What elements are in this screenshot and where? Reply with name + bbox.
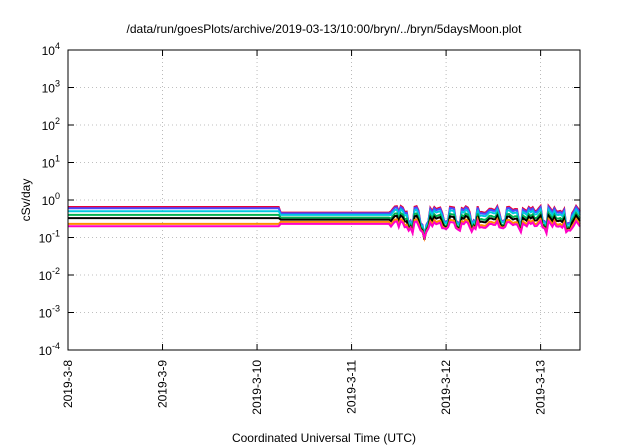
series-line [68, 210, 581, 240]
grid [68, 50, 580, 350]
x-tick-label: 2019-3-10 [250, 360, 264, 415]
x-tick-label: 2019-3-11 [345, 360, 359, 414]
y-tick-label: 10-1 [39, 229, 60, 246]
series-line [68, 215, 581, 242]
y-tick-label: 10-3 [39, 304, 60, 321]
x-tick-label: 2019-3-9 [156, 360, 170, 408]
y-tick-label: 102 [42, 116, 60, 133]
y-tick-label: 104 [42, 41, 60, 58]
ticks: 10-4 10-3 10-2 10-1 100 101 102 103 104 2019-3-8 2… [39, 41, 580, 415]
series-group [68, 203, 581, 242]
y-axis-label: cSv/day [19, 179, 33, 222]
y-tick-label: 103 [42, 79, 60, 96]
y-tick-label: 101 [42, 154, 60, 171]
series-line [68, 213, 581, 241]
y-tick-label: 10-4 [39, 341, 60, 358]
x-tick-label: 2019-3-8 [61, 360, 75, 408]
x-tick-label: 2019-3-12 [439, 360, 453, 415]
series-line [68, 217, 581, 241]
series-line [68, 206, 581, 238]
series-line [68, 204, 581, 238]
chart-title: /data/run/goesPlots/archive/2019-03-13/1… [127, 22, 523, 36]
y-tick-label: 10-2 [39, 266, 60, 283]
y-tick-label: 100 [42, 191, 60, 208]
x-tick-label: 2019-3-13 [534, 360, 548, 415]
x-axis-label: Coordinated Universal Time (UTC) [232, 431, 416, 445]
